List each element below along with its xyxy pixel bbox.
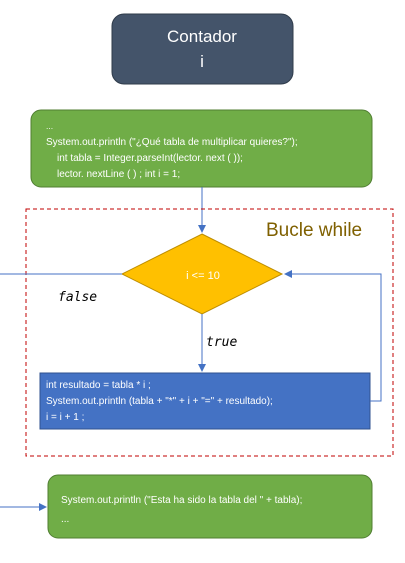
- init-line: System.out.println ("¿Qué tabla de multi…: [46, 137, 298, 148]
- body-line: i = i + 1 ;: [46, 412, 84, 423]
- loop-label: Bucle while: [266, 220, 362, 241]
- end-line: System.out.println ("Esta ha sido la tab…: [61, 495, 302, 506]
- end-box: System.out.println ("Esta ha sido la tab…: [47, 474, 373, 539]
- init-box: ... System.out.println ("¿Qué tabla de m…: [30, 109, 373, 188]
- loop-region: [25, 208, 394, 457]
- condition-text: i <= 10: [186, 270, 220, 282]
- counter-box: Contador i: [111, 13, 294, 85]
- loop-back-arrow: [284, 270, 382, 402]
- counter-title: Contador: [167, 27, 237, 46]
- body-line: int resultado = tabla * i ;: [46, 380, 151, 391]
- init-line: int tabla = Integer.parseInt(lector. nex…: [57, 153, 243, 164]
- end-line: ...: [61, 514, 69, 525]
- body-line: System.out.println (tabla + "*" + i + "=…: [46, 396, 273, 407]
- condition-diamond: i <= 10: [120, 233, 284, 315]
- loop-body-box: int resultado = tabla * i ; System.out.p…: [39, 372, 371, 430]
- false-label: false: [58, 290, 97, 305]
- true-label: true: [206, 335, 237, 350]
- counter-variable: i: [200, 52, 204, 71]
- init-line: lector. nextLine ( ) ; int i = 1;: [57, 169, 180, 180]
- init-line: ...: [46, 121, 53, 131]
